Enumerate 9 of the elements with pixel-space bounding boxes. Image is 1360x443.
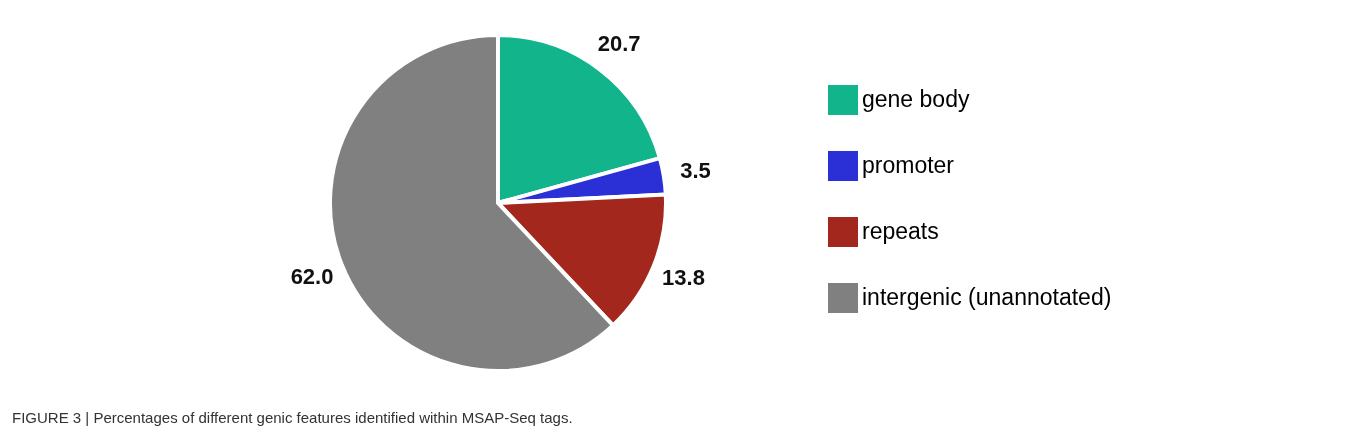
data-label: 62.0	[290, 263, 334, 289]
legend-label: intergenic (unannotated)	[862, 284, 1112, 310]
caption: FIGURE 3 | Percentages of different genic features identified within MSAP-Seq tags.	[12, 409, 573, 426]
data-label: 3.5	[680, 158, 711, 184]
data-label: 20.7	[597, 30, 641, 56]
legend-label: repeats	[862, 218, 939, 244]
legend-label: promoter	[862, 152, 955, 178]
legend-label: gene body	[862, 86, 970, 112]
data-label: 13.8	[662, 264, 705, 290]
